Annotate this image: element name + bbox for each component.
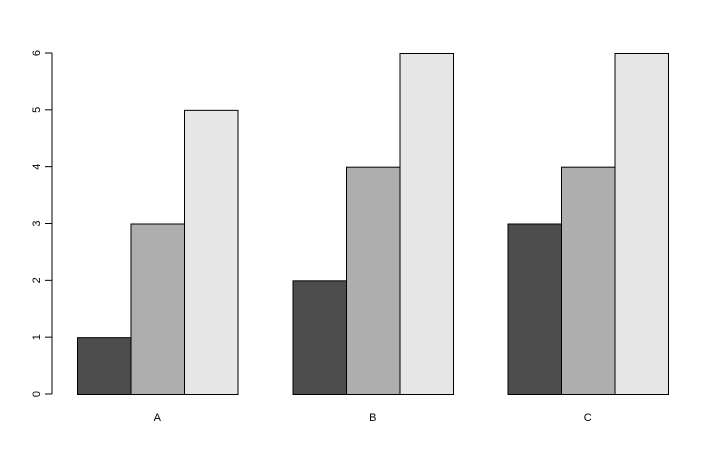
bar bbox=[399, 53, 454, 395]
x-category-label: A bbox=[154, 412, 162, 424]
y-tick-label: 5 bbox=[31, 107, 43, 113]
y-axis: 0 1 2 3 4 5 6 bbox=[31, 50, 53, 397]
bar bbox=[130, 223, 185, 395]
x-category-label: B bbox=[369, 412, 376, 424]
bar bbox=[77, 337, 132, 395]
x-category-label: C bbox=[584, 412, 592, 424]
bar-group-A bbox=[77, 109, 239, 395]
y-tick-label: 1 bbox=[31, 334, 43, 340]
bar bbox=[614, 53, 669, 395]
y-tick-label: 6 bbox=[31, 50, 43, 56]
bar bbox=[184, 109, 239, 395]
bar-group-B bbox=[292, 53, 454, 396]
y-tick-label: 2 bbox=[31, 277, 43, 283]
bar bbox=[561, 166, 616, 395]
bar-groups bbox=[77, 53, 669, 396]
y-tick-label: 3 bbox=[31, 220, 43, 226]
y-tick-label: 0 bbox=[31, 391, 43, 397]
bar-group-C bbox=[507, 53, 669, 395]
bar bbox=[292, 280, 347, 396]
bar bbox=[507, 223, 562, 395]
x-axis-labels: A B C bbox=[154, 412, 592, 424]
y-tick-label: 4 bbox=[31, 164, 43, 170]
bar bbox=[346, 166, 401, 395]
